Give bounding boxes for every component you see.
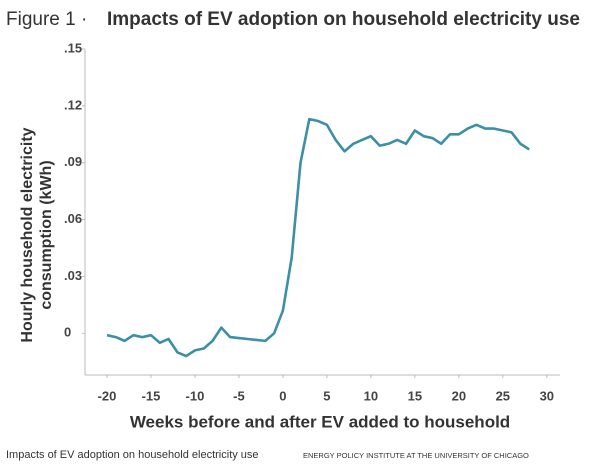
x-tick-label: 0 (279, 388, 286, 403)
y-tick-label: .15 (64, 40, 82, 55)
x-tick-label: 25 (496, 388, 510, 403)
y-tick-label: 0 (64, 325, 71, 340)
x-tick-label: -15 (142, 388, 161, 403)
y-axis-label-line: consumption (kWh) (38, 160, 55, 309)
x-tick-label: 15 (408, 388, 422, 403)
y-tick-label: .12 (64, 97, 82, 112)
chart-title: Impacts of EV adoption on household elec… (107, 9, 580, 30)
x-tick-label: 10 (364, 388, 378, 403)
x-tick-label: -5 (233, 388, 245, 403)
source: ENERGY POLICY INSTITUTE AT THE UNIVERSIT… (303, 451, 529, 460)
y-tick-label: .09 (64, 154, 82, 169)
footer: Impacts of EV adoption on household elec… (6, 449, 259, 461)
x-axis-label: Weeks before and after EV added to house… (130, 412, 510, 431)
x-tick-label: 5 (323, 388, 330, 403)
figure-label: Figure 1 · (6, 9, 87, 30)
y-axis-label-line: Hourly household electricity (19, 127, 36, 342)
x-tick-label: 30 (540, 388, 554, 403)
x-tick-label: -10 (186, 388, 205, 403)
y-tick-label: .03 (64, 268, 82, 283)
data-line (106, 117, 530, 358)
y-tick-label: .06 (64, 211, 82, 226)
y-axis-label: Hourly household electricity consumption… (19, 127, 55, 342)
x-tick-label: -20 (98, 388, 117, 403)
x-tick-label: 20 (452, 388, 466, 403)
